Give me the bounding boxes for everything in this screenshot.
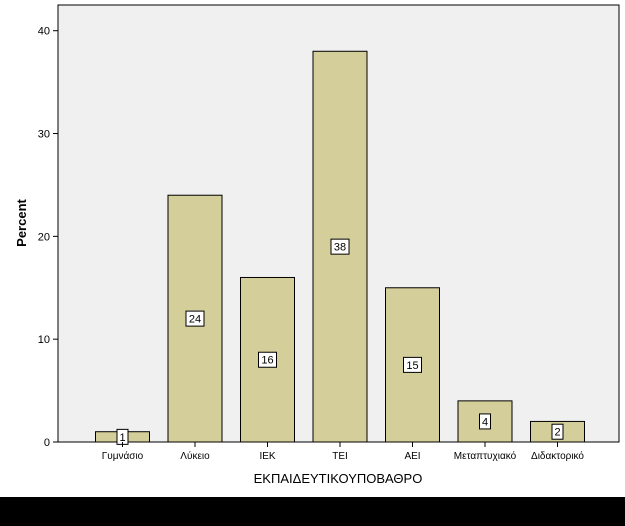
y-tick-label: 40 <box>38 26 50 38</box>
x-tick-label: Γυμνάσιο <box>102 450 144 462</box>
bars-layer: 1 24 16 38 15 4 2 <box>95 50 585 445</box>
x-tick-label: Διδακτορικό <box>531 450 584 462</box>
bar-chart: 1 24 16 38 15 4 2 0 10 20 30 40 Γυμνάσιο Λύκειο ΙΕΚ Τ… <box>14 4 620 486</box>
data-label: 16 <box>261 355 273 367</box>
x-tick-label: Λύκειο <box>180 450 210 462</box>
y-axis-title: Percent <box>14 198 29 246</box>
x-axis: Γυμνάσιο Λύκειο ΙΕΚ ΤΕΙ ΑΕΙ Μεταπτυχιακό Διδακ… <box>102 442 584 462</box>
data-label-box <box>551 423 564 440</box>
data-label-box <box>185 310 205 327</box>
x-tick-label: ΤΕΙ <box>332 451 348 462</box>
x-axis-title: ΕΚΠΑΙΔΕΥΤΙΚΟΥΠΟΒΑΘΡΟ <box>254 471 423 486</box>
x-tick-label: ΑΕΙ <box>404 451 420 462</box>
bottom-band <box>0 497 625 526</box>
x-tick-label: ΙΕΚ <box>259 451 275 462</box>
data-label-box <box>258 351 277 368</box>
data-label-box <box>479 413 491 430</box>
data-label: 24 <box>189 314 201 326</box>
y-axis: 0 10 20 30 40 <box>38 26 58 449</box>
data-label: 15 <box>406 360 418 372</box>
data-label: 4 <box>482 416 488 428</box>
y-tick-label: 0 <box>44 437 50 449</box>
y-tick-label: 30 <box>38 129 50 141</box>
data-label-box <box>403 356 422 373</box>
data-label: 2 <box>554 427 560 439</box>
data-label: 38 <box>334 242 346 254</box>
x-tick-label: Μεταπτυχιακό <box>454 450 517 462</box>
y-tick-label: 20 <box>38 231 50 243</box>
data-label: 1 <box>119 432 125 444</box>
data-label-box <box>330 238 350 255</box>
y-tick-label: 10 <box>38 334 50 346</box>
